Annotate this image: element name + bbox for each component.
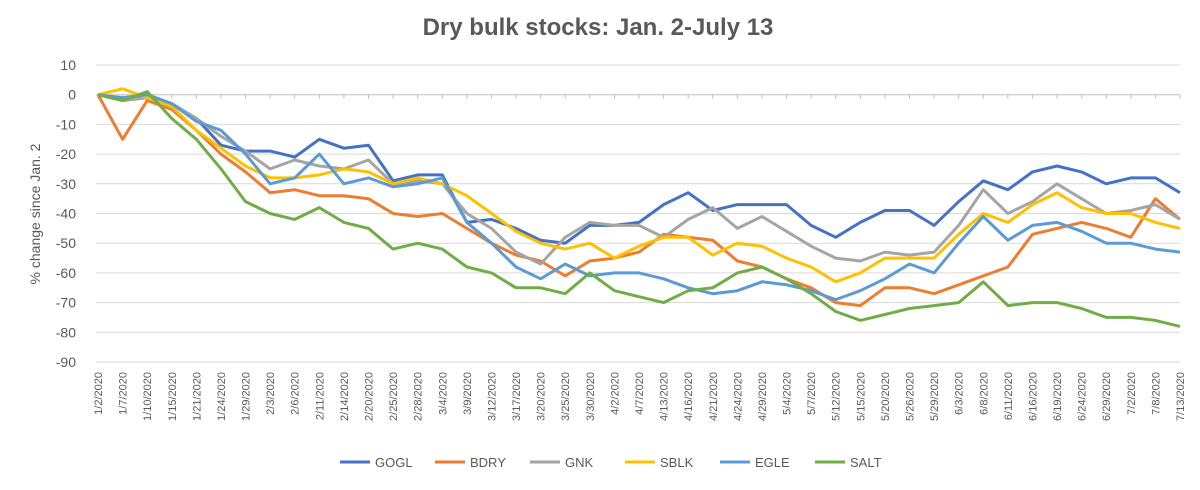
x-tick-label: 3/12/2020 <box>486 372 498 421</box>
x-tick-label: 2/14/2020 <box>339 372 351 421</box>
y-tick-label: 0 <box>68 87 76 103</box>
y-tick-label: -80 <box>56 324 76 340</box>
legend-label-bdry: BDRY <box>470 455 506 470</box>
x-tick-label: 5/4/2020 <box>782 372 794 415</box>
x-tick-label: 6/16/2020 <box>1027 372 1039 421</box>
series-line-gnk <box>97 93 1181 266</box>
x-tick-label: 2/20/2020 <box>364 372 376 421</box>
x-tick-label: 4/29/2020 <box>757 372 769 421</box>
x-tick-label: 1/10/2020 <box>142 372 154 421</box>
series-line-salt <box>97 90 1181 328</box>
legend: GOGL BDRY GNK SBLK EGLE SALT <box>340 455 882 470</box>
x-tick-label: 3/17/2020 <box>511 372 523 421</box>
x-tick-label: 1/2/2020 <box>93 372 105 415</box>
x-tick-label: 1/29/2020 <box>241 372 253 421</box>
x-tick-label: 3/9/2020 <box>462 372 474 415</box>
x-tick-label: 3/4/2020 <box>437 372 449 415</box>
x-tick-label: 2/25/2020 <box>388 372 400 421</box>
x-tick-label: 4/7/2020 <box>634 372 646 415</box>
x-tick-label: 5/12/2020 <box>831 372 843 421</box>
x-tick-label: 7/2/2020 <box>1126 372 1138 415</box>
series-line-bdry <box>96 93 1181 308</box>
legend-label-egle: EGLE <box>755 455 790 470</box>
y-tick-label: -30 <box>56 176 76 192</box>
x-tick-label: 2/3/2020 <box>265 372 277 415</box>
x-tick-label: 6/19/2020 <box>1052 372 1064 421</box>
x-tick-label: 4/21/2020 <box>708 372 720 421</box>
x-tick-label: 1/15/2020 <box>167 372 179 421</box>
series-line-egle <box>97 93 1181 302</box>
y-tick-label: -60 <box>56 265 76 281</box>
x-tick-label: 6/24/2020 <box>1077 372 1089 421</box>
x-tick-label: 5/20/2020 <box>880 372 892 421</box>
series-lines <box>96 87 1181 328</box>
x-tick-label: 4/2/2020 <box>609 372 621 415</box>
x-tick-label: 3/25/2020 <box>560 372 572 421</box>
y-axis-label: % change since Jan. 2 <box>27 143 43 284</box>
y-tick-label: -90 <box>56 354 76 370</box>
x-tick-label: 1/24/2020 <box>216 372 228 421</box>
x-tick-label: 2/28/2020 <box>413 372 425 421</box>
x-tick-label: 3/30/2020 <box>585 372 597 421</box>
x-tick-label: 4/16/2020 <box>683 372 695 421</box>
chart-title: Dry bulk stocks: Jan. 2-July 13 <box>423 14 774 41</box>
x-axis-ticks: 1/2/2020 1/7/2020 1/10/2020 1/15/2020 1/21/2… <box>93 372 1187 421</box>
legend-label-salt: SALT <box>850 455 882 470</box>
x-tick-label: 1/21/2020 <box>191 372 203 421</box>
series-line-gogl <box>97 93 1181 245</box>
y-axis-ticks: 10 0 -10 -20 -30 -40 -50 -60 -70 -80 -90 <box>56 57 76 370</box>
x-tick-label: 2/6/2020 <box>290 372 302 415</box>
x-tick-label: 5/15/2020 <box>855 372 867 421</box>
x-tick-label: 3/20/2020 <box>536 372 548 421</box>
x-tick-label: 4/13/2020 <box>659 372 671 421</box>
x-tick-label: 5/29/2020 <box>929 372 941 421</box>
x-tick-label: 2/11/2020 <box>314 372 326 420</box>
x-tick-label: 7/8/2020 <box>1150 372 1162 415</box>
y-tick-label: -20 <box>56 146 76 162</box>
x-tick-label: 6/11/2020 <box>1003 372 1015 420</box>
y-tick-label: -40 <box>56 206 76 222</box>
x-tick-label: 4/24/2020 <box>732 372 744 421</box>
y-tick-label: -70 <box>56 295 76 311</box>
legend-label-gogl: GOGL <box>375 455 413 470</box>
x-tick-label: 5/7/2020 <box>806 372 818 415</box>
x-tick-label: 6/8/2020 <box>978 372 990 415</box>
series-line-sblk <box>97 87 1181 284</box>
x-tick-label: 6/3/2020 <box>954 372 966 415</box>
x-tick-label: 6/29/2020 <box>1101 372 1113 421</box>
x-tick-label: 5/26/2020 <box>905 372 917 421</box>
y-tick-label: -10 <box>56 116 76 132</box>
gridlines <box>96 64 1181 363</box>
x-tick-label: 1/7/2020 <box>118 372 130 415</box>
legend-label-gnk: GNK <box>565 455 594 470</box>
y-tick-label: 10 <box>60 57 76 73</box>
x-tick-label: 7/13/2020 <box>1175 372 1187 421</box>
y-tick-label: -50 <box>56 235 76 251</box>
legend-label-sblk: SBLK <box>660 455 694 470</box>
